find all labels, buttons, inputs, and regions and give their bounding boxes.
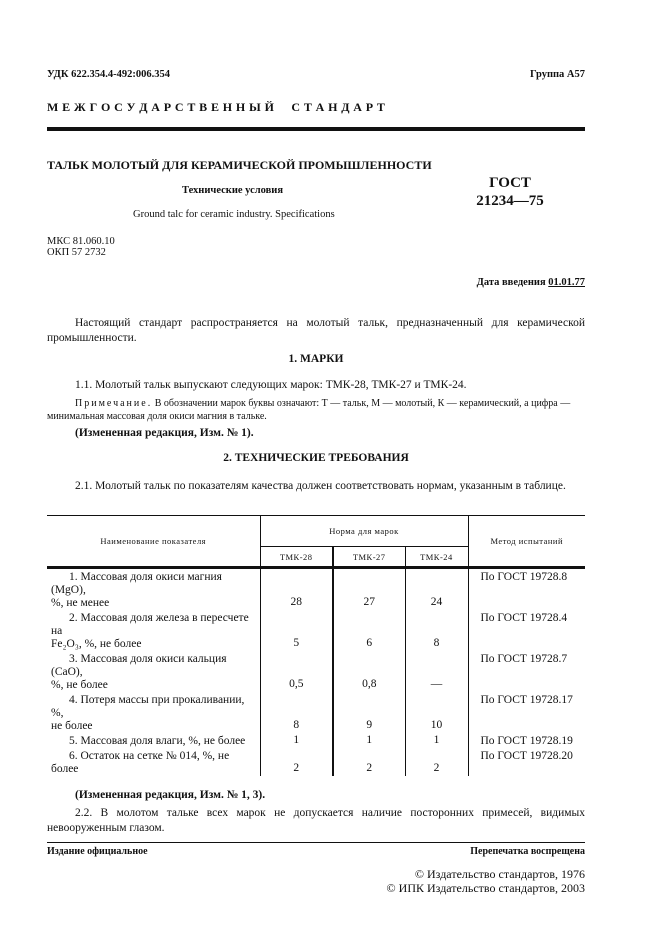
- test-method: По ГОСТ 19728.19: [467, 733, 585, 748]
- footer-line: Издание официальное Перепечатка воспреще…: [47, 845, 585, 858]
- codes: МКС 81.060.10 ОКП 57 2732: [47, 236, 115, 258]
- norm-value: 2: [433, 762, 440, 774]
- para-1-1: 1.1. Молотый тальк выпускают следующих м…: [75, 379, 467, 391]
- indicator-name: 1. Массовая доля окиси магния (MgO),: [51, 571, 222, 596]
- change-note-1: (Измененная редакция, Изм. № 1).: [75, 427, 254, 439]
- indicator-name-cont: Fe₂O₃, %, не более: [51, 638, 142, 650]
- table-row: 2. Массовая доля железа в пересчете на Fe…: [47, 610, 585, 651]
- note: Примечание. В обозначении марок буквы оз…: [47, 398, 571, 422]
- section-1-heading: 1. МАРКИ: [288, 353, 344, 365]
- test-method: По ГОСТ 19728.8: [467, 567, 585, 610]
- test-method: По ГОСТ 19728.20: [467, 748, 585, 776]
- doc-subtitle: Технические условия: [182, 185, 284, 196]
- udk: УДК 622.354.4-492:006.354: [47, 69, 170, 80]
- indicator-name: 3. Массовая доля окиси кальция (CaO),: [51, 653, 227, 678]
- table-row: 4. Потеря массы при прокаливании, %, не б…: [47, 692, 585, 733]
- test-method: По ГОСТ 19728.7: [467, 651, 585, 692]
- norm-value: 28: [260, 567, 334, 610]
- norm-value: 8: [260, 692, 334, 733]
- norm-value: 9: [333, 692, 406, 733]
- indicator-name: 6. Остаток на сетке № 014, %, не более: [51, 750, 230, 775]
- norm-value: 24: [430, 596, 443, 608]
- intro-date: Дата введения 01.01.77: [476, 277, 585, 288]
- indicator-name-cont: не более: [51, 720, 93, 732]
- doc-title: ТАЛЬК МОЛОТЫЙ ДЛЯ КЕРАМИЧЕСКОЙ ПРОМЫШЛЕН…: [47, 158, 432, 172]
- indicator-name-cont: %, не более: [51, 679, 108, 691]
- header-name: Наименование показателя: [47, 515, 261, 569]
- reprint-notice: Перепечатка воспрещена: [470, 846, 585, 857]
- section-2-heading: 2. ТЕХНИЧЕСКИЕ ТРЕБОВАНИЯ: [223, 452, 409, 464]
- norm-value: 0,5: [260, 651, 334, 692]
- divider: [47, 127, 585, 131]
- banner: М Е Ж Г О С У Д А Р С Т В Е Н Н Ы Й С Т …: [47, 100, 386, 114]
- norm-value: 6: [333, 610, 406, 651]
- footer-divider: [47, 842, 585, 843]
- norm-value: 27: [333, 567, 406, 610]
- norm-value: —: [430, 678, 443, 690]
- table-and-footer: Наименование показателя Норма для марок …: [47, 515, 585, 895]
- norm-value: 2: [333, 748, 406, 776]
- change-note-2: (Измененная редакция, Изм. № 1, 3).: [75, 789, 266, 801]
- norm-value: 1: [433, 734, 440, 746]
- table-row: 6. Остаток на сетке № 014, %, не более 2 2…: [47, 748, 585, 776]
- official-edition: Издание официальное: [47, 846, 148, 857]
- para-2-1: 2.1. Молотый тальк по показателям качест…: [75, 480, 566, 492]
- norm-value: 8: [433, 637, 440, 649]
- para-2-2: 2.2. В молотом тальке всех марок не допу…: [47, 807, 585, 834]
- norm-value: 0,8: [333, 651, 406, 692]
- table-row: 5. Массовая доля влаги, %, не более 1 1 1 По…: [47, 733, 585, 748]
- indicator-name-cont: %, не менее: [51, 597, 110, 609]
- copyright: © Издательство стандартов, 1976 © ИПК Изд…: [386, 867, 585, 895]
- header-grade: ТМК-28: [260, 546, 334, 568]
- norm-value: 1: [260, 733, 334, 748]
- table-row: 3. Массовая доля окиси кальция (CaO),%, …: [47, 651, 585, 692]
- norm-value: 10: [430, 719, 443, 731]
- test-method: По ГОСТ 19728.4: [467, 610, 585, 651]
- indicator-name: 4. Потеря массы при прокаливании, %,: [51, 694, 245, 719]
- spec-table: Наименование показателя Норма для марок …: [47, 515, 585, 776]
- intro-paragraph: Настоящий стандарт распространяется на м…: [47, 317, 585, 344]
- header-method: Метод испытаний: [467, 515, 585, 569]
- table-row: 1. Массовая доля окиси магния (MgO),%, н…: [47, 567, 585, 610]
- header-norm: Норма для марок: [260, 515, 468, 547]
- doc-title-english: Ground talc for ceramic industry. Specif…: [133, 209, 335, 220]
- norm-value: 2: [260, 748, 334, 776]
- header-grade: ТМК-24: [420, 551, 453, 562]
- group: Группа А57: [529, 69, 585, 80]
- norm-value: 5: [260, 610, 334, 651]
- header-grade: ТМК-27: [333, 546, 406, 568]
- indicator-name: 2. Массовая доля железа в пересчете на: [51, 612, 249, 637]
- norm-value: 1: [333, 733, 406, 748]
- gost-designation: ГОСТ 21234—75: [476, 175, 544, 209]
- indicator-name: 5. Массовая доля влаги, %, не более: [69, 735, 246, 747]
- test-method: По ГОСТ 19728.17: [467, 692, 585, 733]
